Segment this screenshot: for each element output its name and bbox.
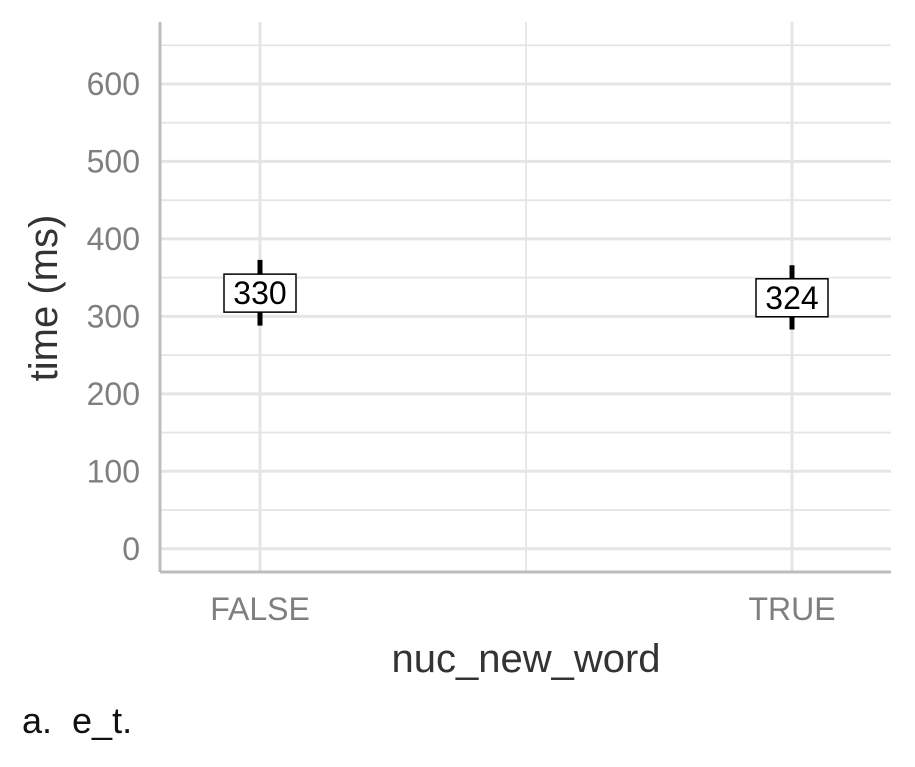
- data-point: 324: [755, 265, 829, 330]
- x-axis-title: nuc_new_word: [391, 637, 660, 681]
- y-tick-label: 600: [87, 66, 140, 102]
- figure-caption: a. e_t.: [22, 700, 133, 741]
- x-axis-ticks: FALSE TRUE: [210, 591, 835, 627]
- y-tick-label: 0: [122, 531, 140, 567]
- axes: [158, 22, 891, 574]
- grid: [160, 22, 891, 572]
- y-tick-label: 400: [87, 221, 140, 257]
- data-point: 330: [223, 259, 297, 326]
- y-tick-label: 100: [87, 453, 140, 489]
- y-tick-label: 500: [87, 143, 140, 179]
- y-tick-label: 200: [87, 376, 140, 412]
- data-label: 324: [765, 280, 818, 316]
- data-label-box: [223, 273, 297, 313]
- y-axis-title: time (ms): [22, 215, 66, 382]
- y-tick-label: 300: [87, 298, 140, 334]
- y-axis-ticks: 0 100 200 300 400 500 600: [87, 66, 140, 567]
- data-label-box: [755, 278, 829, 318]
- x-tick-label: FALSE: [210, 591, 310, 627]
- x-tick-label: TRUE: [748, 591, 835, 627]
- data-label: 330: [233, 275, 286, 311]
- data-marks: 330 324: [223, 259, 829, 330]
